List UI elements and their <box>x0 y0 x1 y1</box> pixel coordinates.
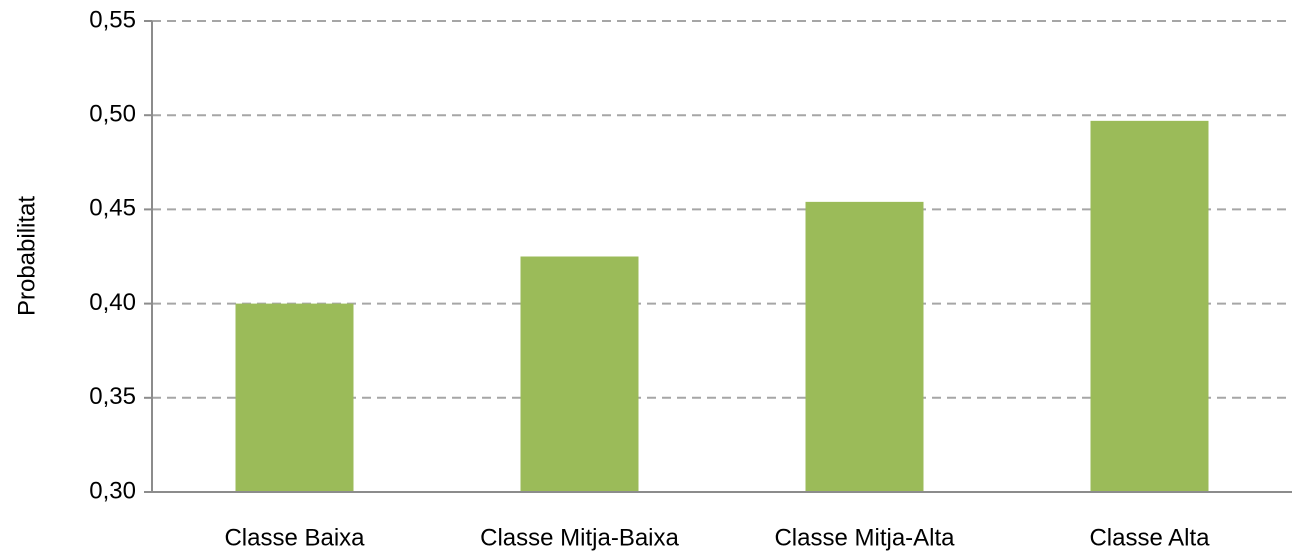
y-tick-label: 0,35 <box>89 383 136 410</box>
x-tick-label: Classe Mitja-Alta <box>774 524 955 551</box>
bar <box>520 256 639 492</box>
x-tick-label: Classe Mitja-Baixa <box>480 524 679 551</box>
y-tick-label: 0,55 <box>89 6 136 33</box>
y-tick-label: 0,50 <box>89 101 136 128</box>
y-tick-label: 0,30 <box>89 477 136 504</box>
x-tick-label: Classe Baixa <box>224 524 365 551</box>
bar <box>1090 120 1209 493</box>
bar <box>235 303 354 492</box>
y-tick-label: 0,40 <box>89 289 136 316</box>
y-axis-label: Probabilitat <box>13 196 40 316</box>
y-tick-label: 0,45 <box>89 195 136 222</box>
bar <box>805 201 924 492</box>
x-tick-label: Classe Alta <box>1089 524 1210 551</box>
